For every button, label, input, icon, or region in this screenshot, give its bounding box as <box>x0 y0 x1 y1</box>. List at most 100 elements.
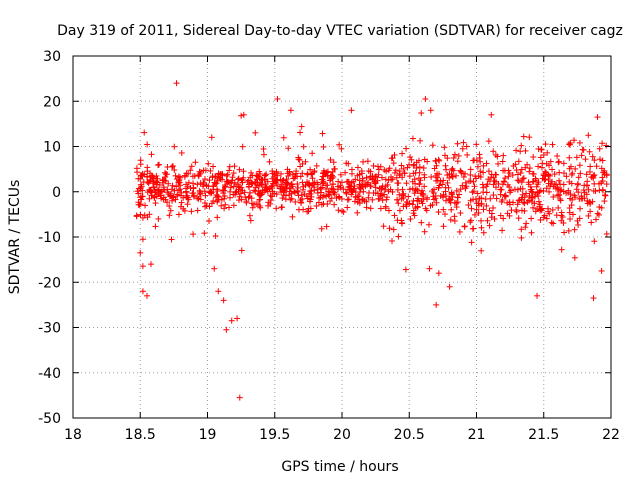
data-point <box>251 187 258 194</box>
data-point <box>594 114 601 121</box>
data-point <box>591 157 598 164</box>
data-point <box>416 169 423 176</box>
data-point <box>139 236 146 243</box>
data-point <box>223 172 230 179</box>
data-point <box>298 192 305 199</box>
data-point <box>362 183 369 190</box>
data-point <box>435 156 442 163</box>
data-point <box>509 171 516 178</box>
data-point <box>194 195 201 202</box>
data-point <box>403 180 410 187</box>
data-point <box>591 238 598 245</box>
data-point <box>226 204 233 211</box>
data-point <box>592 188 599 195</box>
data-point <box>409 201 416 208</box>
data-point <box>415 195 422 202</box>
data-point <box>262 183 269 190</box>
data-point <box>206 177 213 184</box>
data-point <box>385 188 392 195</box>
data-point <box>508 207 515 214</box>
data-point <box>280 134 287 141</box>
data-point <box>269 168 276 175</box>
data-point <box>171 143 178 150</box>
data-point <box>589 153 596 160</box>
data-point <box>555 159 562 166</box>
data-point <box>323 223 330 230</box>
data-point <box>418 110 425 117</box>
data-point <box>374 177 381 184</box>
data-point <box>485 176 492 183</box>
data-point <box>133 212 140 219</box>
data-point <box>136 201 143 208</box>
x-tick-label: 20.5 <box>394 427 425 443</box>
data-point <box>383 194 390 201</box>
data-point <box>421 183 428 190</box>
data-point <box>525 179 532 186</box>
data-point <box>498 186 505 193</box>
data-point <box>510 163 517 170</box>
data-point <box>360 188 367 195</box>
data-point <box>426 265 433 272</box>
data-point <box>174 193 181 200</box>
x-tick-label: 21 <box>468 427 486 443</box>
data-point <box>296 156 303 163</box>
data-point <box>365 168 372 175</box>
data-point <box>535 198 542 205</box>
data-point <box>515 197 522 204</box>
data-point <box>188 163 195 170</box>
data-point <box>210 186 217 193</box>
data-point <box>379 174 386 181</box>
data-point <box>520 133 527 140</box>
data-point <box>437 192 444 199</box>
data-point <box>335 178 342 185</box>
data-point <box>470 188 477 195</box>
data-point <box>150 174 157 181</box>
data-point <box>590 295 597 302</box>
data-point <box>407 216 414 223</box>
data-point <box>551 181 558 188</box>
data-point <box>513 208 520 215</box>
data-point <box>454 158 461 165</box>
data-point <box>379 192 386 199</box>
data-point <box>143 173 150 180</box>
data-point <box>558 246 565 253</box>
data-point <box>267 192 274 199</box>
data-point <box>221 187 228 194</box>
data-point <box>555 192 562 199</box>
data-point <box>471 183 478 190</box>
data-point <box>457 186 464 193</box>
data-point <box>297 163 304 170</box>
data-point <box>391 212 398 219</box>
data-point <box>388 155 395 162</box>
data-point <box>538 207 545 214</box>
data-point <box>547 183 554 190</box>
data-point <box>187 167 194 174</box>
data-point <box>500 152 507 159</box>
data-point <box>331 165 338 172</box>
data-point <box>540 151 547 158</box>
data-point <box>285 145 292 152</box>
data-point <box>599 157 606 164</box>
data-point <box>441 211 448 218</box>
data-point <box>354 209 361 216</box>
data-point <box>240 111 247 118</box>
data-point <box>327 156 334 163</box>
data-point <box>539 175 546 182</box>
data-point <box>152 200 159 207</box>
data-point <box>529 194 536 201</box>
data-point <box>479 181 486 188</box>
data-point <box>569 170 576 177</box>
data-point <box>558 209 565 216</box>
data-point <box>586 148 593 155</box>
data-point <box>253 176 260 183</box>
data-point <box>506 201 513 208</box>
grid <box>73 56 611 418</box>
data-point <box>319 194 326 201</box>
data-point <box>601 198 608 205</box>
data-point <box>239 143 246 150</box>
data-point <box>137 249 144 256</box>
data-point <box>342 169 349 176</box>
data-point <box>156 181 163 188</box>
data-point <box>569 211 576 218</box>
data-point <box>393 174 400 181</box>
